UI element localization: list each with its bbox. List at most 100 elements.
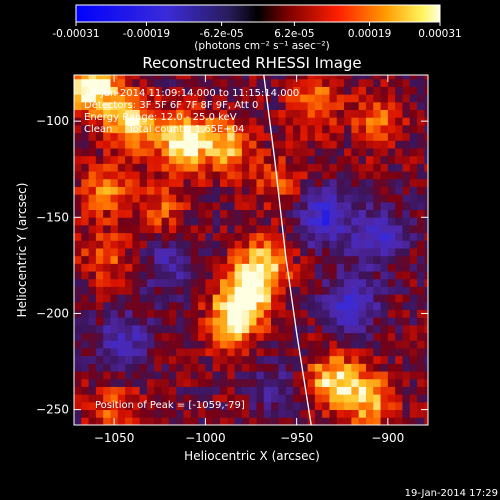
- heatmap-cell: [307, 217, 316, 226]
- heatmap-cell: [373, 317, 381, 326]
- heatmap-cell: [402, 394, 411, 403]
- heatmap-cell: [110, 232, 119, 241]
- heatmap-cell: [365, 171, 374, 180]
- heatmap-cell: [205, 248, 214, 257]
- heatmap-cell: [190, 132, 199, 141]
- heatmap-cell: [417, 409, 425, 418]
- heatmap-cell: [329, 363, 338, 372]
- heatmap-cell: [241, 94, 250, 103]
- heatmap-cell: [278, 317, 287, 326]
- heatmap-cell: [285, 217, 294, 226]
- heatmap-cell: [300, 386, 308, 395]
- heatmap-cell: [387, 148, 396, 157]
- heatmap-cell: [344, 394, 352, 403]
- heatmap-cell: [387, 248, 396, 257]
- heatmap-cell: [365, 248, 374, 257]
- heatmap-cell: [168, 232, 177, 241]
- heatmap-cell: [219, 148, 228, 157]
- heatmap-cell: [409, 355, 418, 364]
- heatmap-cell: [256, 286, 265, 295]
- heatmap-cell: [154, 394, 162, 403]
- heatmap-cell: [278, 132, 287, 141]
- heatmap-cell: [307, 171, 316, 180]
- heatmap-cell: [344, 201, 352, 211]
- heatmap-cell: [139, 217, 148, 226]
- y-axis-label: Heliocentric Y (arcsec): [15, 183, 29, 318]
- heatmap-cell: [365, 263, 374, 272]
- heatmap-cell: [344, 148, 352, 157]
- heatmap-cell: [307, 386, 316, 395]
- heatmap-cell: [161, 125, 170, 134]
- heatmap-cell: [183, 417, 192, 425]
- heatmap-cell: [307, 317, 316, 326]
- heatmap-cell: [154, 294, 162, 303]
- heatmap-cell: [74, 286, 82, 295]
- heatmap-cell: [292, 409, 301, 418]
- heatmap-cell: [409, 86, 418, 95]
- heatmap-cell: [424, 209, 428, 218]
- heatmap-cell: [409, 94, 418, 103]
- heatmap-cell: [351, 217, 360, 226]
- heatmap-cell: [95, 340, 104, 349]
- heatmap-cell: [227, 94, 235, 103]
- heatmap-cell: [227, 278, 235, 287]
- heatmap-cell: [263, 363, 272, 372]
- heatmap-cell: [110, 186, 119, 195]
- heatmap-cell: [336, 75, 345, 80]
- heatmap-cell: [285, 232, 294, 241]
- heatmap-cell: [88, 217, 97, 226]
- heatmap-cell: [154, 263, 162, 272]
- heatmap-cell: [365, 340, 374, 349]
- heatmap-cell: [139, 194, 148, 203]
- heatmap-cell: [205, 217, 214, 226]
- heatmap-cell: [380, 78, 389, 87]
- heatmap-cell: [314, 140, 323, 149]
- heatmap-cell: [110, 148, 119, 157]
- heatmap-cell: [387, 125, 396, 134]
- heatmap-cell: [212, 417, 221, 425]
- heatmap-cell: [395, 278, 403, 287]
- heatmap-cell: [351, 394, 360, 403]
- heatmap-cell: [395, 78, 403, 87]
- heatmap-cell: [88, 378, 97, 387]
- heatmap-cell: [190, 232, 199, 241]
- heatmap-cell: [241, 378, 250, 387]
- heatmap-cell: [117, 163, 126, 172]
- heatmap-cell: [263, 255, 272, 264]
- heatmap-cell: [424, 125, 428, 134]
- heatmap-cell: [292, 325, 301, 334]
- heatmap-cell: [314, 86, 323, 95]
- heatmap-cell: [402, 163, 411, 172]
- heatmap-cell: [329, 171, 338, 180]
- heatmap-cell: [263, 171, 272, 180]
- heatmap-cell: [183, 355, 192, 364]
- heatmap-cell: [117, 271, 126, 280]
- heatmap-cell: [190, 209, 199, 218]
- heatmap-cell: [249, 240, 257, 249]
- heatmap-cell: [256, 348, 265, 357]
- heatmap-cell: [344, 378, 352, 387]
- heatmap-cell: [241, 209, 250, 218]
- heatmap-cell: [351, 163, 360, 172]
- heatmap-cell: [95, 240, 104, 249]
- heatmap-cell: [74, 325, 82, 334]
- heatmap-cell: [271, 171, 279, 180]
- heatmap-cell: [424, 294, 428, 303]
- clean-counts-text: Clean Total counts: 1.65E+04: [84, 124, 244, 135]
- heatmap-cell: [154, 186, 162, 195]
- heatmap-cell: [271, 255, 279, 264]
- heatmap-cell: [329, 386, 338, 395]
- heatmap-cell: [74, 186, 82, 195]
- heatmap-cell: [212, 301, 221, 311]
- heatmap-cell: [402, 101, 411, 111]
- heatmap-cell: [125, 148, 133, 157]
- heatmap-cell: [95, 386, 104, 395]
- heatmap-cell: [271, 240, 279, 249]
- heatmap-cell: [241, 301, 250, 311]
- heatmap-cell: [351, 75, 360, 80]
- heatmap-cell: [336, 217, 345, 226]
- heatmap-cell: [336, 163, 345, 172]
- heatmap-cell: [300, 240, 308, 249]
- heatmap-cell: [358, 394, 367, 403]
- heatmap-cell: [190, 240, 199, 249]
